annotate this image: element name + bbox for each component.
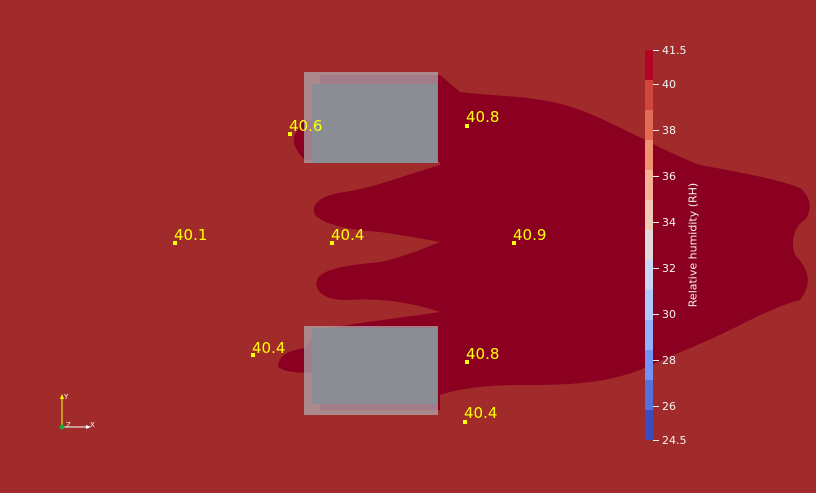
colorbar-gradient bbox=[645, 50, 653, 440]
colorbar-tick-label: 41.5 bbox=[662, 44, 687, 57]
probe-marker bbox=[251, 353, 255, 357]
probe-value-label: 40.4 bbox=[252, 339, 286, 357]
axis-x-label: X bbox=[90, 421, 95, 429]
probe-value-label: 40.4 bbox=[464, 404, 498, 422]
probe-value-label: 40.9 bbox=[513, 226, 547, 244]
colorbar-band bbox=[645, 350, 653, 381]
colorbar-tick bbox=[653, 130, 659, 132]
probe-marker bbox=[465, 360, 469, 364]
colorbar-tick bbox=[653, 222, 659, 224]
probe-marker bbox=[330, 241, 334, 245]
colorbar-tick-label: 32 bbox=[662, 261, 676, 275]
probe-marker bbox=[465, 124, 469, 128]
colorbar-tick bbox=[653, 176, 659, 178]
probe-value-label: 40.8 bbox=[466, 108, 500, 126]
axis-z-label: Z bbox=[66, 421, 71, 429]
probe-marker bbox=[173, 241, 177, 245]
probe-value-label: 40.8 bbox=[466, 345, 500, 363]
colorbar-tick-label: 28 bbox=[662, 353, 676, 367]
probe-value-label: 40.1 bbox=[174, 226, 208, 244]
colorbar-tick bbox=[653, 84, 659, 86]
colorbar-band bbox=[645, 290, 653, 321]
orientation-axes[interactable]: Y Z X bbox=[52, 390, 102, 435]
axes-triad bbox=[59, 394, 91, 430]
colorbar-band bbox=[645, 110, 653, 141]
colorbar-tick bbox=[653, 267, 659, 269]
colorbar-tick-label: 26 bbox=[662, 399, 676, 413]
colorbar-band bbox=[645, 320, 653, 351]
probe-marker bbox=[463, 420, 467, 424]
colorbar-tick-label: 34 bbox=[662, 216, 676, 230]
probe-marker bbox=[288, 132, 292, 136]
colorbar-band bbox=[645, 200, 653, 231]
probe-marker bbox=[512, 241, 516, 245]
colorbar-band bbox=[645, 80, 653, 111]
colorbar-title: Relative humidity (RH) bbox=[686, 182, 700, 308]
colorbar-tick-label: 38 bbox=[662, 124, 676, 138]
obstacle-bottom bbox=[304, 326, 438, 415]
colorbar-tick-label: 30 bbox=[662, 307, 676, 321]
probe-value-label: 40.6 bbox=[289, 117, 323, 135]
colorbar-band bbox=[645, 410, 653, 440]
colorbar-tick bbox=[653, 50, 659, 51]
colorbar-band bbox=[645, 140, 653, 171]
colorbar-tick bbox=[653, 440, 659, 441]
colorbar-tick bbox=[653, 313, 659, 315]
colorbar-band bbox=[645, 50, 653, 81]
colorbar-tick bbox=[653, 359, 659, 361]
colorbar-band bbox=[645, 170, 653, 201]
colorbar-band bbox=[645, 380, 653, 411]
colorbar-tick-label: 40 bbox=[662, 78, 676, 92]
obstacle-top bbox=[304, 72, 438, 163]
probe-value-label: 40.4 bbox=[331, 226, 365, 244]
colorbar-tick-label: 36 bbox=[662, 170, 676, 184]
colorbar-tick bbox=[653, 405, 659, 407]
axis-y-label: Y bbox=[64, 393, 69, 401]
colorbar-tick-label: 24.5 bbox=[662, 434, 687, 447]
colorbar-band bbox=[645, 260, 653, 291]
colorbar-band bbox=[645, 230, 653, 261]
